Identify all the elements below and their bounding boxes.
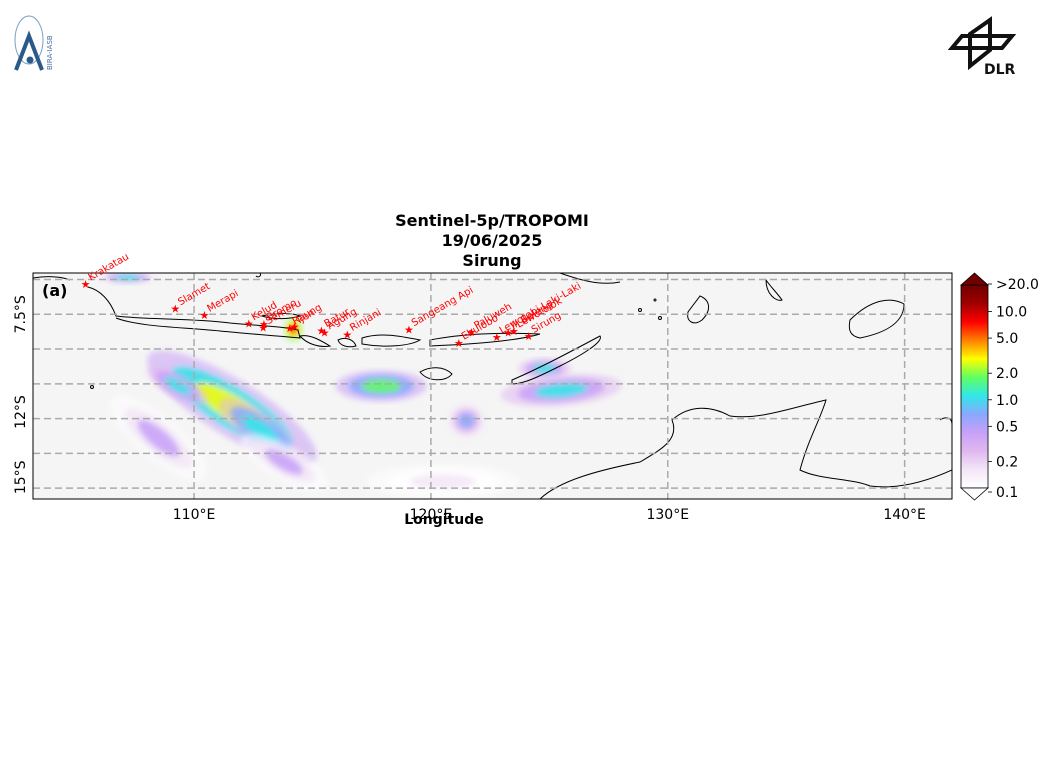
so2-plume-level	[164, 377, 191, 395]
bira-iasb-logo-text: BIRA-IASB	[46, 35, 54, 70]
so2-plume	[147, 365, 208, 407]
colorbar-tick-label: 0.1	[996, 485, 1018, 501]
volcano-marker: ★	[509, 325, 519, 338]
volcano-marker: ★	[81, 278, 91, 291]
colorbar: 0.1 0.2 0.5 1.0 2.0 5.0 10.0 >20.0	[959, 272, 1039, 501]
grid-lines	[33, 273, 952, 499]
volcano-marker: ★	[466, 326, 476, 339]
so2-plume-level	[409, 474, 476, 490]
colorbar-tick-label: 1.0	[996, 393, 1018, 409]
volcano-marker: ★	[454, 337, 464, 350]
chart-title-line-1: Sentinel-5p/TROPOMI	[395, 211, 589, 230]
y-axis: 7.5°S 12°S 15°S	[13, 295, 29, 494]
so2-plume-level	[242, 415, 279, 444]
volcano-marker: ★	[290, 320, 300, 333]
so2-plume	[447, 403, 486, 439]
so2-plume	[518, 358, 572, 380]
so2-plume-level	[137, 419, 180, 457]
volcano-marker: ★	[320, 327, 330, 340]
y-tick-label: 7.5°S	[13, 295, 29, 333]
colorbar-tick-label: 0.2	[996, 454, 1018, 470]
volcano-marker: ★	[404, 324, 414, 337]
colorbar-max-arrow	[959, 272, 990, 286]
volcano-marker: ★	[342, 328, 352, 341]
x-tick-label: 120°E	[410, 507, 453, 523]
map-frame	[32, 272, 953, 500]
so2-plume-level	[534, 383, 588, 398]
so2-plume-level	[265, 449, 304, 475]
so2-plume	[110, 396, 207, 481]
volcano-marker: ★	[285, 322, 295, 335]
colorbar-tick-label: 5.0	[996, 331, 1018, 347]
dlr-logo: DLR	[947, 16, 1017, 78]
colorbar-min-arrow	[959, 487, 990, 501]
so2-plumes	[97, 273, 622, 499]
volcano-marker: ★	[244, 318, 254, 331]
y-tick-label: 15°S	[13, 460, 29, 494]
colorbar-gradient	[960, 284, 989, 489]
x-axis: 110°E 120°E 130°E 140°E	[173, 507, 926, 523]
volcano-marker: ★	[524, 330, 534, 343]
x-tick-label: 140°E	[883, 507, 926, 523]
so2-plume	[335, 370, 427, 402]
colorbar-tick-label: 2.0	[996, 366, 1018, 382]
so2-plume-level	[361, 379, 402, 393]
so2-plume	[240, 433, 328, 491]
x-tick-label: 110°E	[173, 507, 216, 523]
volcano-marker: ★	[492, 331, 502, 344]
dlr-logo-text: DLR	[984, 62, 1016, 78]
so2-plume-level	[458, 413, 475, 429]
volcano-marker: ★	[259, 318, 269, 331]
colorbar-tick-label: 10.0	[996, 305, 1027, 321]
x-axis-label: Longitude	[404, 512, 484, 528]
volcano-marker: ★	[503, 327, 513, 340]
so2-plume	[366, 464, 519, 499]
colorbar-tick-label: 0.5	[996, 419, 1018, 435]
x-tick-label: 130°E	[646, 507, 689, 523]
volcano-marker: ★	[170, 303, 180, 316]
colorbar-tick-label: >20.0	[996, 277, 1039, 293]
volcano-marker: ★	[200, 309, 210, 322]
chart-title-line-3: Sirung	[462, 251, 522, 270]
bira-iasb-logo: BIRA-IASB	[14, 15, 54, 71]
volcano-marker: ★	[317, 324, 327, 337]
coastlines	[33, 273, 952, 499]
volcano-marker: ★	[258, 322, 268, 335]
panel-label: (a)	[42, 281, 67, 300]
chart-title-line-2: 19/06/2025	[441, 231, 543, 250]
y-tick-label: 12°S	[13, 395, 29, 429]
